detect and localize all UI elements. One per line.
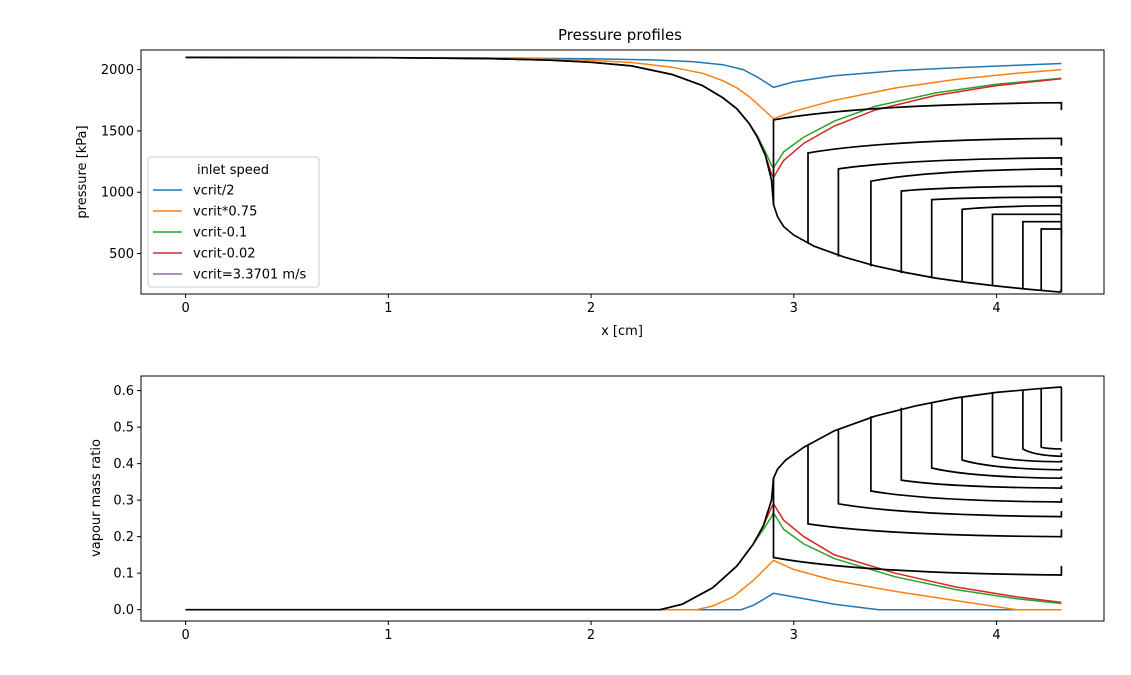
black-branch-curve [930,196,1063,279]
x-tick-label: 2 [587,628,595,643]
legend-entries: vcrit/2 vcrit*0.75 vcrit-0.1 vcrit-0.02 vcri… [153,184,306,283]
pressure-series-group [185,56,1063,294]
black-branch-curve [991,393,1063,463]
black-branch-curve [807,445,1063,538]
x-tick-label: 1 [384,301,392,316]
black-branch-curve [991,213,1063,286]
black-branch-curve [1022,390,1063,458]
legend-title: inlet speed [197,163,269,178]
black-branch-curve [900,407,1063,489]
y-tick-label: 0.5 [113,421,134,436]
black-branch-curve [772,478,1063,576]
series-line [185,559,1062,611]
y-tick-label: 0.2 [113,530,134,545]
series-line [185,56,1062,120]
x-tick-label: 2 [587,301,595,316]
legend-entry-label: vcrit*0.75 [193,205,257,220]
x-tick-label: 0 [181,301,189,316]
x-tick-label: 4 [992,301,1000,316]
black-branch-curve [837,157,1063,257]
vapour-axes-frame [140,375,1105,622]
chart-title: Pressure profiles [558,26,682,44]
y-tick-label: 500 [109,247,134,262]
pressure-plot-area [185,56,1063,294]
black-branch-curve [900,185,1063,274]
black-base-curve [185,56,1062,294]
black-branch-curve [837,428,1063,518]
y-tick-label: 2000 [101,63,134,78]
black-branch-curve [930,402,1063,480]
black-branch-curve [807,137,1063,243]
x-tick-label: 3 [790,628,798,643]
black-branch-curve [870,416,1063,503]
black-branch-curve [772,101,1063,205]
y-axis-label-pressure: pressure [kPa] [75,125,90,218]
y-tick-label: 1500 [101,124,134,139]
pressure-ticks: 0 1 2 3 4 500 1000 1500 2000 [101,63,1001,316]
series-line [185,592,1062,611]
legend-box [147,156,320,288]
y-axis-label-vapour: vapour mass ratio [89,439,104,557]
vapour-plot-area [185,386,1063,611]
black-branch-curve [1022,220,1063,289]
vapour-chart: 0 1 2 3 4 0.0 0.1 0.2 0.3 0.4 0.5 0.6 vapour mass r… [89,375,1105,643]
black-base-curve [185,386,1062,611]
black-branch-curve [961,204,1063,282]
x-axis-label: x [cm] [601,324,643,339]
y-tick-label: 0.6 [113,384,134,399]
black-branch-curve [870,168,1063,267]
legend: inlet speed vcrit/2vcrit*0.75vcrit-0.1vc… [147,156,320,288]
legend-entry-label: vcrit-0.02 [193,247,256,262]
y-tick-label: 0.3 [113,494,134,509]
x-tick-label: 4 [992,628,1000,643]
x-tick-label: 1 [384,628,392,643]
black-branch-curve [1040,388,1062,450]
pressure-axes-frame [140,49,1105,295]
black-branch-curve [961,397,1063,471]
y-tick-label: 0.1 [113,567,134,582]
legend-entry-label: vcrit=3.3701 m/s [193,268,306,283]
legend-entry-label: vcrit-0.1 [193,226,247,241]
y-tick-label: 0.4 [113,457,134,472]
legend-entry-label: vcrit/2 [193,184,235,199]
vapour-series-group [185,386,1063,611]
x-tick-label: 0 [181,628,189,643]
vapour-ticks: 0 1 2 3 4 0.0 0.1 0.2 0.3 0.4 0.5 0.6 [113,384,1000,643]
y-tick-label: 0.0 [113,603,134,618]
y-tick-label: 1000 [101,186,134,201]
pressure-chart: Pressure profiles 0 1 2 3 4 500 1000 1500 2000 x… [75,26,1105,339]
x-tick-label: 3 [790,301,798,316]
